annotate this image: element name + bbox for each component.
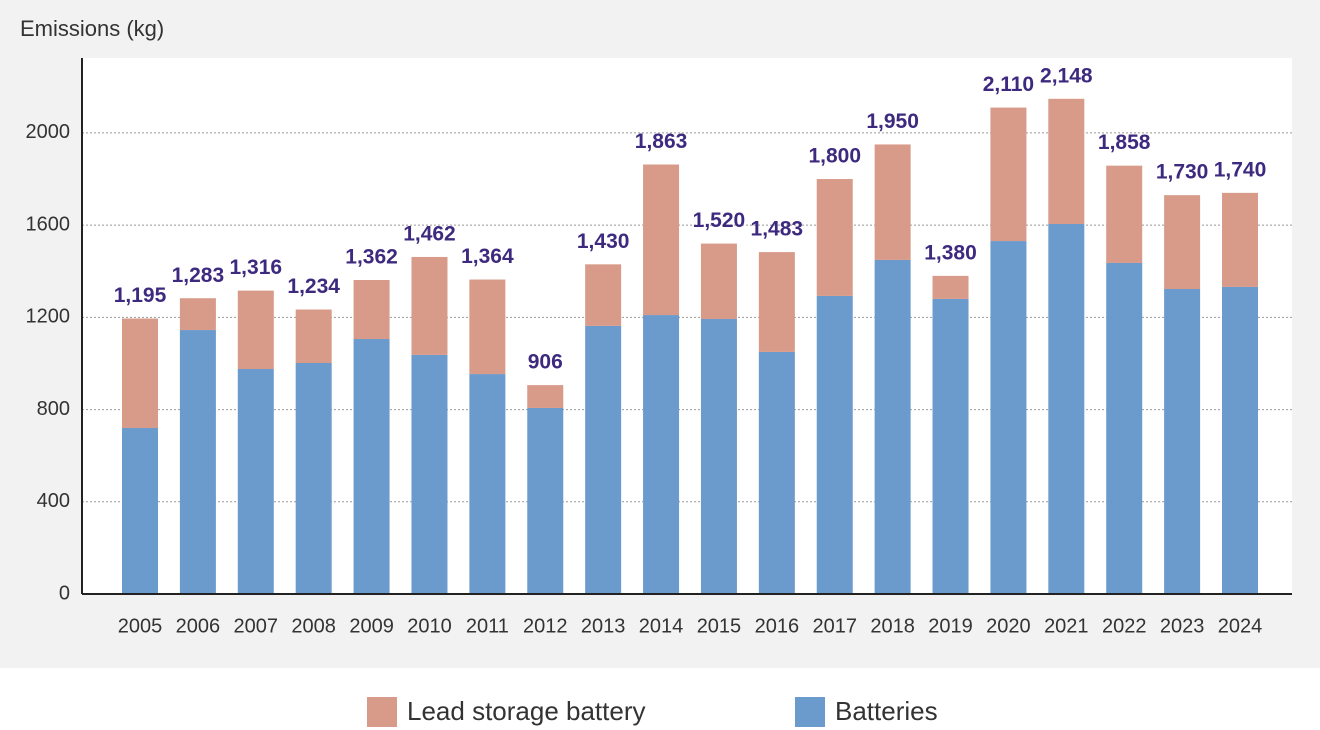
- bar-segment: [469, 374, 506, 594]
- bar-segment: [932, 275, 969, 299]
- bar-segment: [122, 318, 158, 429]
- x-tick-label: 2008: [291, 615, 336, 637]
- bar-segment: [122, 428, 158, 594]
- total-label: 1,364: [461, 245, 514, 268]
- total-label: 1,858: [1098, 131, 1151, 154]
- bar-segment: [816, 179, 853, 296]
- bar-segment: [295, 309, 332, 364]
- x-tick-label: 2012: [523, 615, 568, 637]
- bar-segment: [1106, 165, 1143, 263]
- x-tick-label: 2019: [928, 615, 973, 637]
- x-tick-label: 2013: [581, 615, 626, 637]
- total-label: 1,950: [866, 110, 919, 133]
- bar-segment: [179, 298, 216, 331]
- x-tick-label: 2015: [697, 615, 742, 637]
- x-tick-label: 2021: [1044, 615, 1089, 637]
- x-tick-label: 2011: [466, 615, 509, 637]
- total-label: 1,863: [635, 130, 688, 153]
- bar-segment: [643, 315, 680, 594]
- bar-segment: [295, 363, 332, 594]
- total-label: 1,380: [924, 241, 977, 264]
- y-tick-label: 0: [59, 582, 70, 604]
- total-label: 1,283: [172, 264, 225, 287]
- total-label: 1,316: [230, 256, 283, 279]
- bar-segment: [874, 259, 911, 594]
- bar-segment: [1048, 223, 1085, 594]
- bar-segment: [1048, 98, 1085, 224]
- y-tick-label: 2000: [26, 121, 71, 143]
- bar-segment: [1222, 192, 1258, 287]
- x-tick-label: 2007: [234, 615, 279, 637]
- x-tick-label: 2018: [870, 615, 915, 637]
- bar-segment: [700, 318, 737, 594]
- bar-segment: [990, 107, 1027, 242]
- bar-segment: [1106, 262, 1143, 594]
- total-label: 2,148: [1040, 64, 1093, 87]
- total-label: 2,110: [983, 73, 1034, 96]
- x-tick-label: 2020: [986, 615, 1031, 637]
- bar-segment: [237, 290, 274, 369]
- total-label: 1,234: [287, 275, 340, 298]
- total-label: 1,800: [808, 145, 861, 168]
- x-tick-label: 2005: [118, 615, 163, 637]
- x-tick-label: 2006: [176, 615, 221, 637]
- y-axis-title: Emissions (kg): [20, 16, 164, 41]
- legend-swatch: [367, 697, 397, 727]
- x-tick-label: 2024: [1218, 615, 1263, 637]
- bar-segment: [758, 252, 795, 352]
- x-tick-label: 2016: [755, 615, 800, 637]
- x-tick-label: 2010: [407, 615, 452, 637]
- bar-segment: [1164, 288, 1201, 594]
- y-tick-label: 1600: [26, 213, 71, 235]
- total-label: 1,740: [1214, 158, 1267, 181]
- x-tick-label: 2014: [639, 615, 684, 637]
- total-label: 1,483: [751, 218, 804, 241]
- x-tick-label: 2017: [812, 615, 857, 637]
- x-tick-label: 2022: [1102, 615, 1147, 637]
- bar-segment: [585, 264, 622, 326]
- y-tick-label: 1200: [26, 306, 71, 328]
- total-label: 1,462: [403, 223, 456, 246]
- bar-segment: [1222, 286, 1258, 594]
- bar-segment: [700, 243, 737, 319]
- plot-area: [82, 58, 1292, 594]
- y-tick-label: 800: [37, 398, 70, 420]
- bar-segment: [353, 280, 390, 340]
- bar-segment: [411, 256, 448, 355]
- y-tick-label: 400: [37, 490, 70, 512]
- bar-segment: [874, 144, 911, 260]
- bar-segment: [585, 325, 622, 594]
- total-label: 906: [528, 351, 563, 374]
- bar-segment: [237, 368, 274, 594]
- bar-segment: [527, 407, 564, 594]
- total-label: 1,195: [114, 284, 167, 307]
- total-label: 1,520: [693, 209, 746, 232]
- bar-segment: [469, 279, 506, 375]
- bar-segment: [990, 241, 1027, 594]
- legend-label: Batteries: [835, 696, 938, 726]
- bar-segment: [527, 385, 564, 408]
- x-tick-label: 2009: [349, 615, 394, 637]
- x-tick-label: 2023: [1160, 615, 1205, 637]
- bar-segment: [1164, 195, 1201, 289]
- bar-segment: [179, 330, 216, 594]
- total-label: 1,730: [1156, 161, 1209, 184]
- bar-segment: [758, 351, 795, 594]
- legend-swatch: [795, 697, 825, 727]
- total-label: 1,430: [577, 230, 630, 253]
- bar-segment: [643, 164, 680, 316]
- bar-segment: [353, 339, 390, 594]
- bar-segment: [932, 298, 969, 594]
- bar-segment: [411, 354, 448, 594]
- legend-label: Lead storage battery: [407, 696, 646, 726]
- bar-segment: [816, 295, 853, 594]
- total-label: 1,362: [345, 246, 398, 269]
